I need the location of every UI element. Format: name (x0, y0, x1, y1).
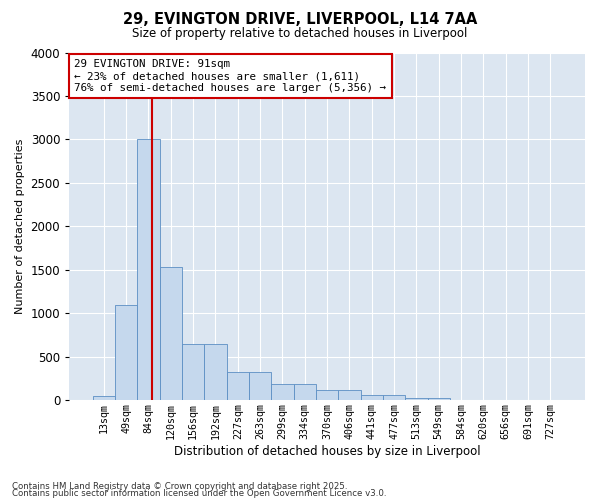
Bar (115, 304, 137, 400)
Bar (316, 390, 338, 400)
Bar (249, 372, 271, 400)
Bar (92, 396, 115, 400)
Bar (383, 395, 405, 400)
Bar (271, 384, 293, 400)
Bar (361, 395, 383, 400)
Bar (338, 390, 361, 400)
Bar (227, 372, 249, 400)
Text: Size of property relative to detached houses in Liverpool: Size of property relative to detached ho… (133, 28, 467, 40)
Text: 29, EVINGTON DRIVE, LIVERPOOL, L14 7AA: 29, EVINGTON DRIVE, LIVERPOOL, L14 7AA (123, 12, 477, 28)
Text: Contains HM Land Registry data © Crown copyright and database right 2025.: Contains HM Land Registry data © Crown c… (12, 482, 347, 491)
X-axis label: Distribution of detached houses by size in Liverpool: Distribution of detached houses by size … (174, 444, 481, 458)
Bar (137, 140, 160, 400)
Bar (405, 398, 428, 400)
Bar (293, 384, 316, 400)
Text: 29 EVINGTON DRIVE: 91sqm
← 23% of detached houses are smaller (1,611)
76% of sem: 29 EVINGTON DRIVE: 91sqm ← 23% of detach… (74, 60, 386, 92)
Bar (160, 267, 182, 400)
Text: Contains public sector information licensed under the Open Government Licence v3: Contains public sector information licen… (12, 490, 386, 498)
Bar (428, 398, 450, 400)
Y-axis label: Number of detached properties: Number of detached properties (15, 138, 25, 314)
Bar (182, 344, 204, 400)
Bar (204, 344, 227, 400)
